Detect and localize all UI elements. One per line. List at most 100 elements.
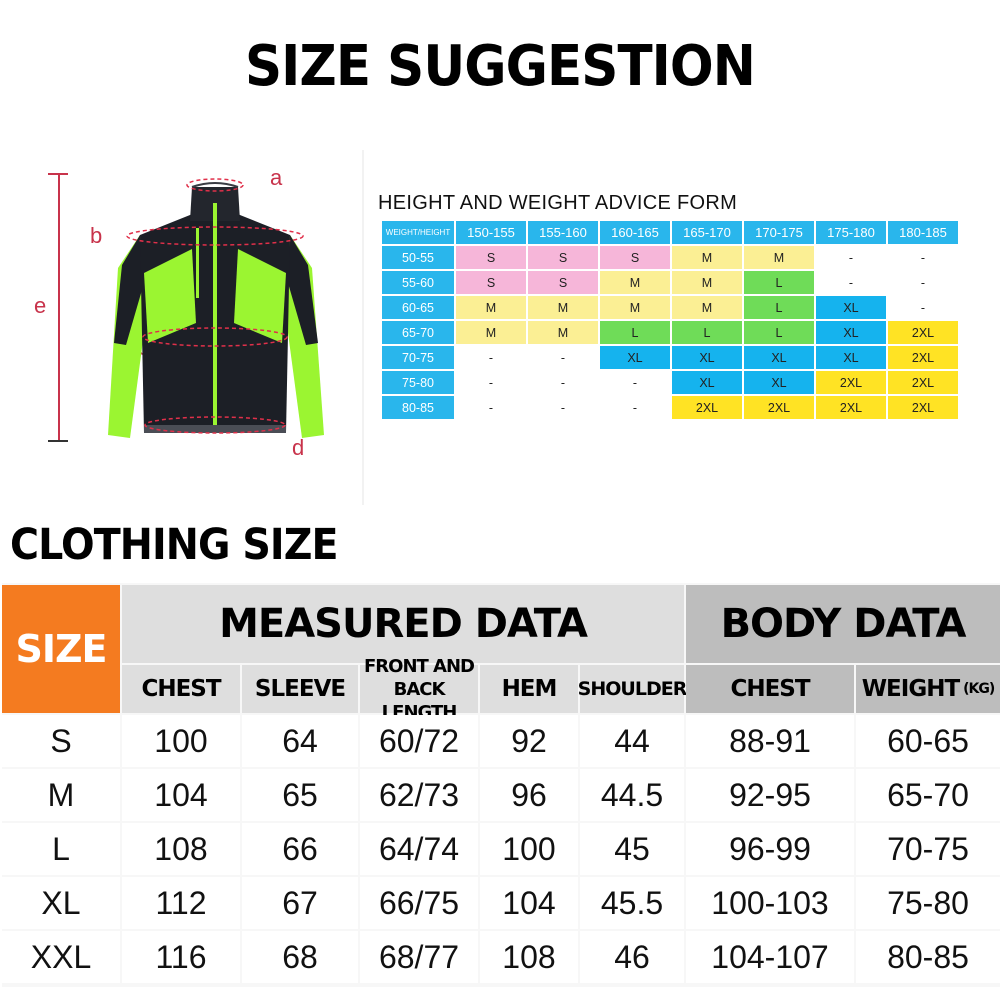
size-header: SIZE	[2, 585, 120, 713]
advice-cell: 2XL	[888, 371, 958, 394]
weight-header: 50-55	[382, 246, 454, 269]
size-cell: L	[2, 823, 120, 875]
page-title: SIZE SUGGESTION	[244, 34, 756, 99]
weight-header: 60-65	[382, 296, 454, 319]
advice-form-table: WEIGHT/HEIGHT 150-155 155-160 160-165 16…	[380, 219, 960, 421]
advice-cell: 2XL	[888, 346, 958, 369]
col-body-chest: CHEST	[686, 665, 854, 713]
measured-data-header: MEASURED DATA	[122, 585, 684, 663]
advice-cell: XL	[600, 346, 670, 369]
advice-cell: S	[456, 246, 526, 269]
advice-row: 75-80- - - XL XL 2XL 2XL	[382, 371, 958, 394]
advice-cell: 2XL	[816, 396, 886, 419]
advice-cell: XL	[816, 321, 886, 344]
body-chest-cell: 104-107	[686, 931, 854, 983]
height-header: 155-160	[528, 221, 598, 244]
advice-cell: -	[528, 346, 598, 369]
jacket-illustration	[108, 178, 324, 438]
length-cell: 68/77	[360, 931, 478, 983]
label-b: b	[90, 223, 103, 248]
label-a: a	[270, 165, 283, 190]
chest-cell: 112	[122, 877, 240, 929]
advice-cell: L	[744, 321, 814, 344]
advice-cell: M	[600, 296, 670, 319]
advice-cell: XL	[672, 346, 742, 369]
weight-header: 70-75	[382, 346, 454, 369]
body-data-header: BODY DATA	[686, 585, 1000, 663]
shoulder-cell: 46	[580, 931, 684, 983]
advice-cell: S	[600, 246, 670, 269]
size-cell: S	[2, 715, 120, 767]
chest-cell: 104	[122, 769, 240, 821]
shoulder-cell: 44	[580, 715, 684, 767]
advice-cell: 2XL	[816, 371, 886, 394]
body-chest-cell: 100-103	[686, 877, 854, 929]
advice-cell: L	[600, 321, 670, 344]
advice-cell: -	[528, 396, 598, 419]
advice-cell: -	[816, 246, 886, 269]
col-chest: CHEST	[122, 665, 240, 713]
advice-cell: M	[672, 296, 742, 319]
advice-cell: M	[672, 271, 742, 294]
advice-cell: XL	[744, 371, 814, 394]
sleeve-cell: 64	[242, 715, 358, 767]
height-header: 160-165	[600, 221, 670, 244]
weight-header: 65-70	[382, 321, 454, 344]
sleeve-cell: 67	[242, 877, 358, 929]
hem-cell: 108	[480, 931, 578, 983]
hem-cell: 104	[480, 877, 578, 929]
col-length: FRONT AND BACK LENGTH	[360, 656, 478, 723]
advice-cell: L	[672, 321, 742, 344]
advice-cell: M	[528, 296, 598, 319]
advice-cell: -	[816, 271, 886, 294]
advice-cell: -	[600, 396, 670, 419]
advice-header-row: WEIGHT/HEIGHT 150-155 155-160 160-165 16…	[382, 221, 958, 244]
length-cell: 62/73	[360, 769, 478, 821]
advice-cell: S	[528, 246, 598, 269]
col-shoulder: SHOULDER	[578, 665, 687, 713]
chest-cell: 100	[122, 715, 240, 767]
advice-corner: WEIGHT/HEIGHT	[382, 221, 454, 244]
length-cell: 64/74	[360, 823, 478, 875]
advice-form-title: HEIGHT AND WEIGHT ADVICE FORM	[378, 192, 738, 214]
advice-cell: -	[456, 371, 526, 394]
chest-cell: 108	[122, 823, 240, 875]
section-divider	[362, 150, 364, 505]
size-cell: M	[2, 769, 120, 821]
clothing-size-title: CLOTHING SIZE	[10, 520, 339, 570]
advice-row: 60-65 M M M M L XL -	[382, 296, 958, 319]
chest-cell: 116	[122, 931, 240, 983]
advice-row: 50-55 S S S M M - -	[382, 246, 958, 269]
advice-cell: -	[888, 271, 958, 294]
advice-cell: -	[600, 371, 670, 394]
weight-header: 80-85	[382, 396, 454, 419]
col-weight: WEIGHT (KG)	[856, 665, 1000, 713]
advice-cell: 2XL	[672, 396, 742, 419]
height-header: 180-185	[888, 221, 958, 244]
advice-cell: XL	[744, 346, 814, 369]
advice-cell: -	[888, 246, 958, 269]
label-e: e	[34, 293, 47, 318]
size-cell: XL	[2, 877, 120, 929]
weight-cell: 80-85	[856, 931, 1000, 983]
shoulder-cell: 45	[580, 823, 684, 875]
sleeve-cell: 68	[242, 931, 358, 983]
label-d: d	[292, 435, 305, 460]
advice-cell: 2XL	[888, 396, 958, 419]
advice-cell: XL	[816, 346, 886, 369]
body-chest-cell: 88-91	[686, 715, 854, 767]
advice-cell: 2XL	[888, 321, 958, 344]
hem-cell: 92	[480, 715, 578, 767]
advice-cell: L	[744, 296, 814, 319]
jacket-diagram: a b c d e	[20, 155, 365, 505]
shoulder-cell: 44.5	[580, 769, 684, 821]
hem-cell: 96	[480, 769, 578, 821]
weight-cell: 75-80	[856, 877, 1000, 929]
advice-cell: 2XL	[744, 396, 814, 419]
height-header: 170-175	[744, 221, 814, 244]
advice-cell: M	[456, 321, 526, 344]
col-weight-unit: (KG)	[963, 681, 995, 697]
col-weight-label: WEIGHT	[861, 676, 960, 702]
advice-cell: M	[600, 271, 670, 294]
height-marker-bottom	[48, 440, 68, 442]
